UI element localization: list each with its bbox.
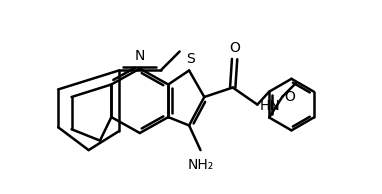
Text: HN: HN <box>259 100 280 113</box>
Text: O: O <box>229 41 240 55</box>
Text: NH₂: NH₂ <box>187 158 214 172</box>
Text: O: O <box>284 90 295 104</box>
Text: N: N <box>134 49 145 63</box>
Text: S: S <box>187 52 195 66</box>
